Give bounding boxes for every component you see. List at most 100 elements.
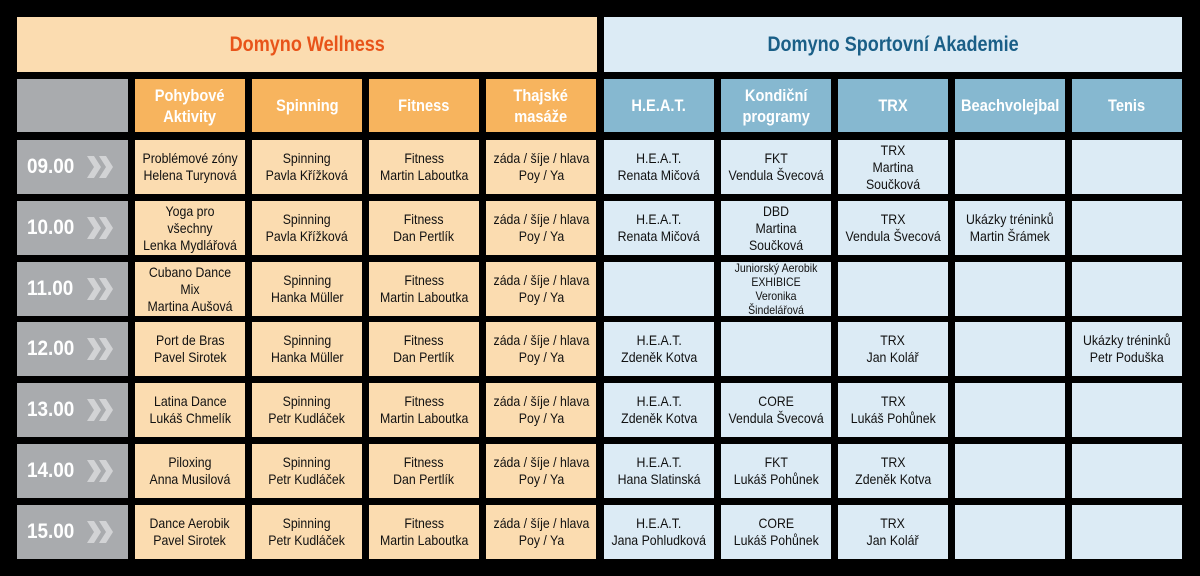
schedule-cell: Spinning Hanka Müller bbox=[252, 322, 362, 376]
double-chevron-right-icon bbox=[85, 276, 115, 302]
empty-schedule-cell bbox=[1072, 444, 1182, 498]
schedule-cell: FKT Vendula Švecová bbox=[721, 140, 831, 194]
time-column-header bbox=[17, 79, 128, 132]
schedule-cell-text: Cubano Dance Mix Martina Aušová bbox=[147, 263, 233, 314]
schedule-cell: FKT Lukáš Pohůnek bbox=[721, 444, 831, 498]
wellness-section-header: Domyno Wellness bbox=[17, 17, 597, 72]
schedule-cell: Fitness Martin Laboutka bbox=[369, 505, 479, 559]
schedule-cell: Latina Dance Lukáš Chmelík bbox=[135, 383, 245, 437]
empty-schedule-cell bbox=[955, 444, 1065, 498]
schedule-cell: Fitness Dan Pertlík bbox=[369, 444, 479, 498]
empty-schedule-cell bbox=[1072, 201, 1182, 255]
schedule-cell-text: záda / šíje / hlava Poy / Ya bbox=[493, 211, 589, 244]
schedule-cell: záda / šíje / hlava Poy / Ya bbox=[486, 505, 596, 559]
column-header: Beachvolejbal bbox=[955, 79, 1065, 132]
time-label: 10.00 bbox=[27, 216, 75, 239]
schedule-cell: Fitness Martin Laboutka bbox=[369, 262, 479, 316]
schedule-cell-text: Spinning Petr Kudláček bbox=[268, 393, 346, 426]
schedule-cell: Spinning Petr Kudláček bbox=[252, 505, 362, 559]
schedule-cell: záda / šíje / hlava Poy / Ya bbox=[486, 140, 596, 194]
double-chevron-right-icon bbox=[85, 215, 115, 241]
schedule-cell: Spinning Pavla Křížková bbox=[252, 140, 362, 194]
schedule-cell-text: H.E.A.T. Renata Mičová bbox=[617, 211, 701, 244]
schedule-cell: Ukázky tréninků Petr Poduška bbox=[1072, 322, 1182, 376]
schedule-cell: Yoga pro všechny Lenka Mydlářová bbox=[135, 201, 245, 255]
column-header: Pohybové Aktivity bbox=[135, 79, 245, 132]
schedule-cell: CORE Vendula Švecová bbox=[721, 383, 831, 437]
schedule-cell-text: Port de Bras Pavel Sirotek bbox=[153, 332, 227, 365]
empty-schedule-cell bbox=[1072, 140, 1182, 194]
time-slot: 12.00 bbox=[17, 322, 128, 376]
schedule-cell: Fitness Dan Pertlík bbox=[369, 201, 479, 255]
schedule-cell: TRX Jan Kolář bbox=[838, 322, 948, 376]
column-header-label: Thajské masáže bbox=[513, 85, 569, 126]
schedule-cell-text: TRX Jan Kolář bbox=[866, 515, 920, 548]
schedule-cell: TRX Vendula Švecová bbox=[838, 201, 948, 255]
schedule-cell-text: záda / šíje / hlava Poy / Ya bbox=[493, 515, 589, 548]
akademie-section-header: Domyno Sportovní Akademie bbox=[604, 17, 1182, 72]
schedule-cell: Juniorský Aerobik EXHIBICE Veronika Šind… bbox=[721, 261, 831, 317]
schedule-cell-text: záda / šíje / hlava Poy / Ya bbox=[493, 272, 589, 305]
schedule-cell: záda / šíje / hlava Poy / Ya bbox=[486, 262, 596, 316]
schedule-cell-text: H.E.A.T. Zdeněk Kotva bbox=[620, 393, 698, 426]
schedule-cell-text: TRX Vendula Švecová bbox=[845, 211, 941, 244]
empty-schedule-cell bbox=[955, 262, 1065, 316]
column-header: Kondiční programy bbox=[721, 79, 831, 132]
empty-schedule-cell bbox=[955, 322, 1065, 376]
schedule-cell-text: TRX Zdeněk Kotva bbox=[854, 454, 932, 487]
schedule-cell: Fitness Martin Laboutka bbox=[369, 383, 479, 437]
schedule-cell-text: Dance Aerobik Pavel Sirotek bbox=[149, 515, 231, 548]
schedule-cell-text: CORE Vendula Švecová bbox=[728, 393, 824, 426]
column-header-label: Spinning bbox=[275, 96, 339, 115]
column-header: Tenis bbox=[1072, 79, 1182, 132]
schedule-cell-text: záda / šíje / hlava Poy / Ya bbox=[493, 454, 589, 487]
schedule-cell-text: Fitness Martin Laboutka bbox=[379, 150, 469, 183]
wellness-title: Domyno Wellness bbox=[229, 32, 385, 56]
schedule-cell: TRX Jan Kolář bbox=[838, 505, 948, 559]
schedule-cell: TRX Zdeněk Kotva bbox=[838, 444, 948, 498]
schedule-cell: Dance Aerobik Pavel Sirotek bbox=[135, 505, 245, 559]
double-chevron-right-icon bbox=[85, 397, 115, 423]
schedule-cell: Problémové zóny Helena Turynová bbox=[135, 140, 245, 194]
empty-schedule-cell bbox=[838, 262, 948, 316]
schedule-cell: záda / šíje / hlava Poy / Ya bbox=[486, 322, 596, 376]
schedule-cell: Fitness Dan Pertlík bbox=[369, 322, 479, 376]
schedule-cell-text: Spinning Petr Kudláček bbox=[268, 454, 346, 487]
time-label: 15.00 bbox=[27, 520, 75, 543]
empty-schedule-cell bbox=[1072, 505, 1182, 559]
schedule-cell-text: Yoga pro všechny Lenka Mydlářová bbox=[143, 202, 237, 253]
schedule-cell-text: záda / šíje / hlava Poy / Ya bbox=[493, 332, 589, 365]
schedule-cell: H.E.A.T. Hana Slatinská bbox=[604, 444, 714, 498]
schedule-cell-text: Spinning Pavla Křížková bbox=[265, 150, 349, 183]
time-label: 14.00 bbox=[27, 459, 75, 482]
schedule-cell-text: Ukázky tréninků Martin Šrámek bbox=[966, 211, 1054, 244]
schedule-cell: H.E.A.T. Jana Pohludková bbox=[604, 505, 714, 559]
akademie-title: Domyno Sportovní Akademie bbox=[767, 32, 1019, 56]
schedule-cell-text: H.E.A.T. Zdeněk Kotva bbox=[620, 332, 698, 365]
column-header-label: Fitness bbox=[398, 96, 450, 115]
schedule-cell: H.E.A.T. Renata Mičová bbox=[604, 201, 714, 255]
column-header: TRX bbox=[838, 79, 948, 132]
time-slot: 13.00 bbox=[17, 383, 128, 437]
schedule-cell: záda / šíje / hlava Poy / Ya bbox=[486, 383, 596, 437]
double-chevron-right-icon bbox=[85, 458, 115, 484]
time-label: 13.00 bbox=[27, 398, 75, 421]
empty-schedule-cell bbox=[955, 383, 1065, 437]
time-slot: 15.00 bbox=[17, 505, 128, 559]
schedule-cell: DBD Martina Součková bbox=[721, 201, 831, 255]
schedule-cell: TRX Lukáš Pohůnek bbox=[838, 383, 948, 437]
schedule-cell-text: Fitness Martin Laboutka bbox=[379, 515, 469, 548]
schedule-cell: záda / šíje / hlava Poy / Ya bbox=[486, 444, 596, 498]
schedule-cell-text: DBD Martina Součková bbox=[748, 202, 804, 253]
schedule-cell: H.E.A.T. Zdeněk Kotva bbox=[604, 383, 714, 437]
schedule-cell: Spinning Petr Kudláček bbox=[252, 444, 362, 498]
schedule-cell: Cubano Dance Mix Martina Aušová bbox=[135, 262, 245, 316]
column-header-label: Pohybové Aktivity bbox=[155, 85, 225, 126]
column-header-label: H.E.A.T. bbox=[631, 96, 687, 115]
schedule-cell-text: Spinning Hanka Müller bbox=[270, 272, 344, 305]
schedule-cell: H.E.A.T. Renata Mičová bbox=[604, 140, 714, 194]
column-header-label: Kondiční programy bbox=[742, 85, 810, 126]
schedule-cell-text: Ukázky tréninků Petr Poduška bbox=[1083, 332, 1171, 365]
schedule-cell-text: Spinning Pavla Křížková bbox=[265, 211, 349, 244]
schedule-cell-text: Latina Dance Lukáš Chmelík bbox=[149, 393, 231, 426]
